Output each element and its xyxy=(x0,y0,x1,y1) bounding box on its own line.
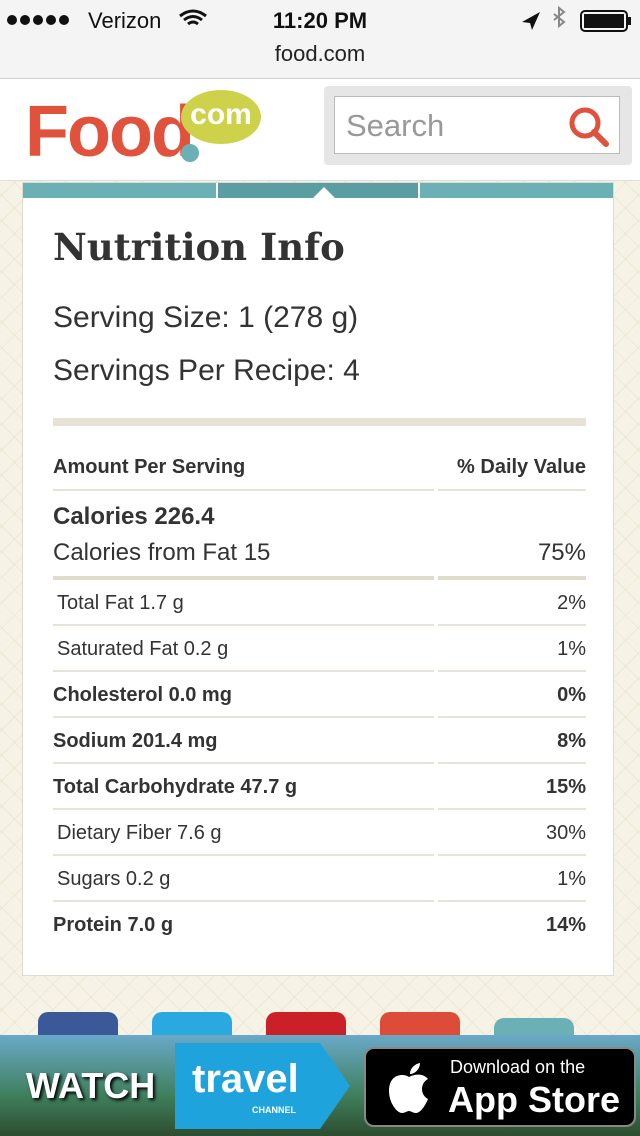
status-icons xyxy=(7,5,631,32)
time: 11:20 PM xyxy=(272,8,368,33)
nutrient-row: Cholesterol 0.0 mg 0% xyxy=(53,672,586,718)
nutrient-row: Sodium 201.4 mg 8% xyxy=(53,718,586,764)
ad-brand-shape xyxy=(175,1043,350,1129)
store-name: App Store xyxy=(448,1079,621,1120)
separator xyxy=(53,624,586,626)
calories-from-fat-dv: 75% xyxy=(537,539,586,566)
nutrient-row: Dietary Fiber 7.6 g 30% xyxy=(53,810,586,856)
separator xyxy=(53,670,586,672)
separator xyxy=(53,900,586,902)
site-header: Food com Search xyxy=(0,79,640,181)
facebook[interactable] xyxy=(38,1012,118,1036)
column-header: % Daily Value xyxy=(457,456,586,478)
nutrient-row: Total Carbohydrate 47.7 g 15% xyxy=(53,764,586,810)
nutrient-label: Sugars 0.2 g xyxy=(57,868,171,890)
store-top: Download on the xyxy=(450,1057,586,1077)
nutrient-dv: 1% xyxy=(557,868,586,890)
header-row xyxy=(53,445,586,491)
carrier: Verizon xyxy=(88,8,162,33)
column-header: Amount Per Serving xyxy=(53,456,246,478)
nutrient-row: Protein 7.0 g 14% xyxy=(53,902,586,948)
title: Nutrition Info xyxy=(53,225,345,269)
url[interactable]: food.com xyxy=(274,41,366,66)
separator xyxy=(53,716,586,718)
separator xyxy=(53,489,586,491)
google-plus[interactable] xyxy=(380,1012,460,1036)
app-store-badge[interactable]: Download on the App Store xyxy=(364,1047,636,1127)
calories-from-fat: Calories from Fat 15 xyxy=(53,539,271,566)
nutrient-row: Total Fat 1.7 g 2% xyxy=(53,580,586,626)
share-icons xyxy=(38,1012,574,1036)
separator xyxy=(53,808,586,810)
logo-bubble xyxy=(181,90,261,162)
nutrient-dv: 30% xyxy=(545,822,586,844)
servings: Servings Per Recipe: 4 xyxy=(53,354,360,387)
search-box[interactable]: Search xyxy=(334,96,620,154)
search-icon[interactable] xyxy=(567,105,611,149)
pinterest[interactable] xyxy=(266,1012,346,1036)
tab-bar xyxy=(23,183,613,198)
nutrient-label: Total Carbohydrate 47.7 g xyxy=(53,776,298,798)
logo[interactable]: Food xyxy=(25,92,195,172)
twitter[interactable] xyxy=(152,1012,232,1036)
nutrient-row: Sugars 0.2 g 1% xyxy=(53,856,586,902)
nutrition-card: Nutrition Info Serving Size: 1 (278 g) S… xyxy=(22,182,614,976)
nutrient-dv: 14% xyxy=(545,914,586,936)
calories: Calories 226.4 xyxy=(53,503,215,530)
nutrient-label: Dietary Fiber 7.6 g xyxy=(57,822,222,844)
divider xyxy=(53,418,586,426)
status-bar: Verizon 11:20 PM food.com xyxy=(0,0,640,79)
nutrient-label: Cholesterol 0.0 mg xyxy=(53,684,232,706)
nutrient-label: Sodium 201.4 mg xyxy=(53,730,218,752)
nutrient-dv: 1% xyxy=(557,638,586,660)
nutrient-label: Protein 7.0 g xyxy=(53,914,174,936)
apple-logo xyxy=(389,1063,428,1113)
nutrient-dv: 15% xyxy=(545,776,586,798)
ad-watch: WATCH xyxy=(26,1065,156,1106)
separator xyxy=(53,762,586,764)
logo-badge: com xyxy=(190,98,252,131)
ad-brand: travel xyxy=(192,1057,299,1101)
nutrient-label: Saturated Fat 0.2 g xyxy=(57,638,229,660)
nutrient-dv: 8% xyxy=(557,730,586,752)
divider xyxy=(53,576,586,580)
serving-size: Serving Size: 1 (278 g) xyxy=(53,301,359,334)
ad-banner[interactable]: WATCH travel CHANNEL Download on the App… xyxy=(0,1035,640,1136)
separator xyxy=(53,854,586,856)
nutrient-label: Total Fat 1.7 g xyxy=(57,592,184,614)
nutrient-dv: 0% xyxy=(557,684,586,706)
nutrient-row: Saturated Fat 0.2 g 1% xyxy=(53,626,586,672)
search-container: Search xyxy=(324,86,632,165)
nutrient-dv: 2% xyxy=(557,592,586,614)
more[interactable] xyxy=(494,1018,574,1036)
ad-brand-sub: CHANNEL xyxy=(252,1105,296,1115)
search-placeholder: Search xyxy=(346,108,445,143)
